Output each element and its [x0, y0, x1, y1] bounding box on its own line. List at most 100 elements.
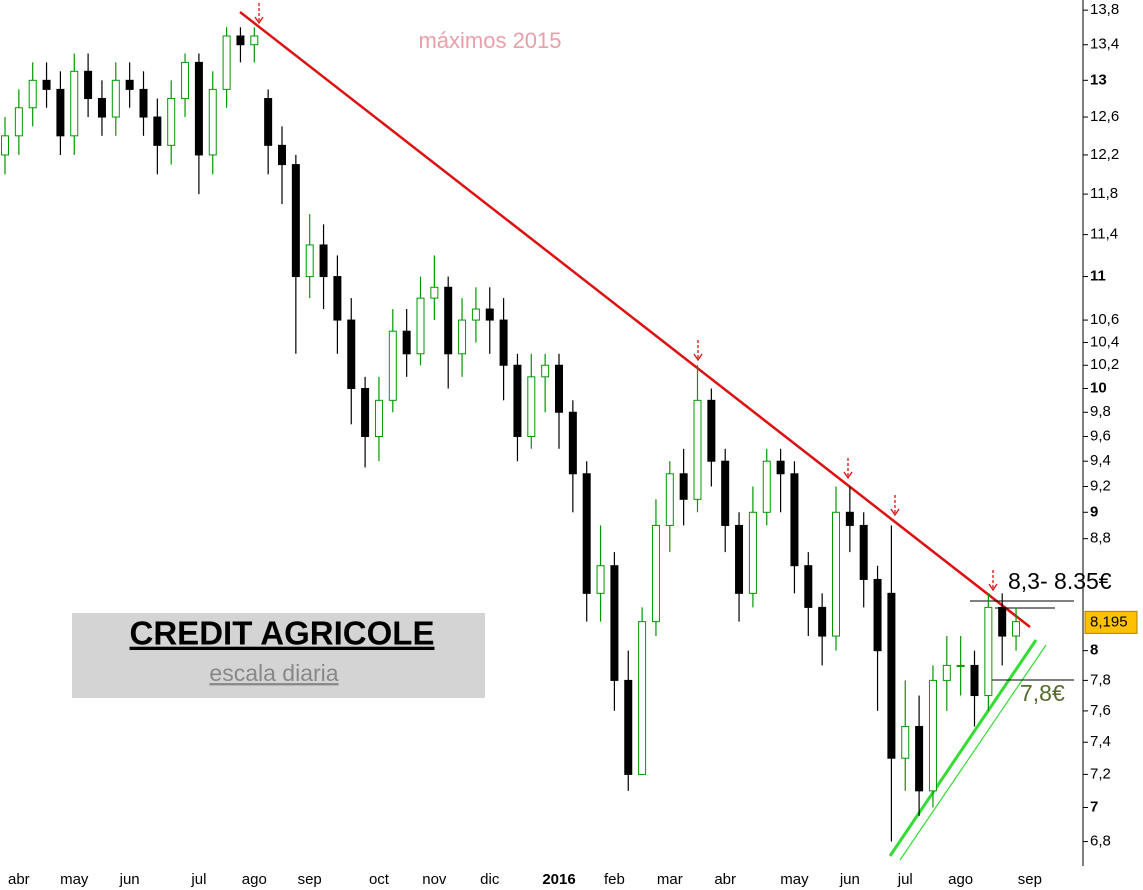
last-price-label: 8,195	[1090, 613, 1128, 630]
candle-body	[70, 70, 79, 137]
candle-body	[111, 79, 120, 118]
y-tick-label: 9,8	[1090, 403, 1111, 420]
candle-body	[333, 276, 342, 321]
annotation: 7,8€	[1020, 680, 1065, 706]
x-tick-label: dic	[480, 871, 500, 888]
candle-body	[444, 286, 453, 355]
title-box	[72, 613, 485, 698]
candle-body	[832, 511, 840, 637]
chart-title: CREDIT AGRICOLE	[130, 615, 435, 652]
candle-body	[430, 286, 439, 299]
candle-body	[887, 592, 896, 759]
candle-body	[84, 70, 93, 100]
candle-body	[374, 399, 383, 437]
y-tick-label: 10	[1090, 379, 1107, 396]
y-tick-label: 11,4	[1090, 226, 1118, 243]
candle-body	[291, 164, 300, 278]
candle-body	[721, 460, 730, 526]
candle-body	[998, 606, 1007, 637]
candle-body	[250, 35, 259, 46]
candle-body	[347, 319, 356, 390]
x-tick-label: jul	[190, 871, 206, 888]
candle-body	[970, 664, 979, 697]
x-tick-label: may	[780, 871, 809, 888]
candle-body	[485, 308, 494, 321]
x-tick-label: oct	[369, 871, 390, 888]
candle-body	[97, 98, 106, 118]
candle-body	[748, 511, 757, 594]
x-tick-label: abr	[714, 871, 736, 888]
candle-body	[42, 79, 51, 90]
candle-body	[139, 88, 148, 118]
candle-body	[14, 107, 23, 137]
candle-body	[928, 679, 937, 792]
x-tick-label: jun	[119, 871, 140, 888]
x-tick-label: feb	[604, 871, 625, 888]
candle-body	[610, 565, 619, 681]
x-tick-label: nov	[422, 871, 447, 888]
candle-body	[735, 524, 744, 594]
candle-body	[859, 524, 868, 580]
candle-body	[319, 244, 328, 278]
chart-subtitle: escala diaria	[209, 660, 338, 686]
candle-body	[458, 319, 467, 355]
y-tick-label: 7,4	[1090, 733, 1111, 750]
candle-body	[665, 473, 674, 526]
x-tick-label: jun	[839, 871, 860, 888]
candle-body	[942, 664, 951, 681]
x-tick-label: sep	[298, 871, 322, 888]
candle-body	[915, 725, 924, 792]
candle-body	[471, 308, 480, 321]
candle-body	[555, 364, 563, 413]
annotation: 8,3- 8.35€	[1008, 568, 1112, 594]
candle-body	[361, 388, 370, 437]
candle-body	[845, 511, 854, 526]
y-tick-label: 13,8	[1090, 1, 1119, 18]
candle-body	[402, 330, 411, 355]
candles	[1, 27, 1021, 842]
support-line-parallel	[899, 644, 1047, 861]
y-tick-label: 10,4	[1090, 333, 1119, 350]
y-tick-label: 13,4	[1090, 36, 1119, 53]
y-tick-label: 9,4	[1090, 452, 1111, 469]
candle-body	[499, 319, 508, 366]
candle-body	[651, 524, 660, 623]
candle-body	[416, 297, 425, 355]
candle-body	[638, 621, 647, 775]
candle-body	[28, 79, 37, 109]
candle-body	[804, 565, 813, 608]
y-tick-label: 8	[1090, 642, 1098, 659]
y-tick-label: 9	[1090, 503, 1098, 520]
y-tick-label: 6,8	[1090, 833, 1111, 850]
arrows	[254, 3, 998, 592]
candle-body	[1012, 621, 1021, 637]
candle-body	[956, 664, 965, 667]
candle-body	[56, 88, 65, 137]
candle-body	[222, 35, 231, 90]
x-tick-label: 2016	[542, 871, 575, 888]
candle-body	[181, 61, 190, 100]
candle-body	[679, 473, 688, 500]
candle-body	[568, 411, 577, 475]
candle-body	[624, 679, 633, 775]
candle-body	[236, 35, 245, 46]
y-tick-label: 9,6	[1090, 427, 1111, 444]
y-tick-label: 10,6	[1090, 311, 1119, 328]
candle-body	[762, 460, 771, 513]
candle-body	[541, 364, 550, 378]
y-tick-label: 9,2	[1090, 477, 1111, 494]
x-tick-label: may	[60, 871, 89, 888]
x-tick-label: ago	[948, 871, 973, 888]
y-tick-label: 7	[1090, 798, 1098, 815]
y-tick-label: 7,6	[1090, 702, 1111, 719]
candle-body	[790, 473, 799, 567]
annotation: máximos 2015	[418, 28, 561, 53]
y-tick-label: 11	[1090, 268, 1106, 285]
y-tick-label: 7,8	[1090, 671, 1111, 688]
y-tick-label: 12,6	[1090, 108, 1119, 125]
candle-body	[707, 399, 716, 462]
resistance-line	[239, 11, 1031, 628]
candle-body	[153, 116, 162, 146]
